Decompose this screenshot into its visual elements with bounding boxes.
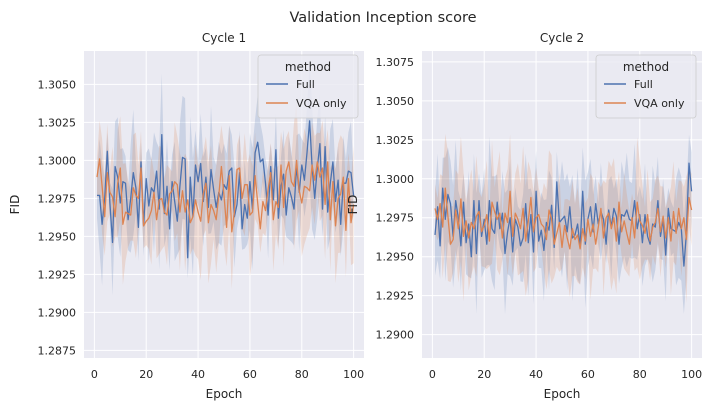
series-line-full (434, 162, 693, 267)
series-line-vqa-only (96, 158, 355, 233)
x-tick-label: 20 (477, 368, 491, 381)
y-tick-label: 1.2950 (38, 230, 77, 243)
y-tick-label: 1.2900 (376, 329, 415, 342)
x-tick-label: 60 (243, 368, 257, 381)
legend-entry-full: Full (634, 78, 653, 91)
series-line-full (97, 120, 355, 259)
confidence-band-full (435, 134, 692, 315)
x-tick-label: 80 (295, 368, 309, 381)
x-tick-label: 0 (429, 368, 436, 381)
y-tick-label: 1.2975 (376, 212, 415, 225)
x-tick-label: 100 (681, 368, 702, 381)
x-tick-label: 40 (191, 368, 205, 381)
y-tick-label: 1.2950 (376, 251, 415, 264)
panel-title: Cycle 2 (540, 31, 584, 45)
chart-panel-1: 0 20 40 60 80 100 1.2875 1.2900 1.2925 1.2950 1.29… (8, 31, 364, 401)
legend: method Full VQA only (595, 54, 697, 119)
x-tick-label: 0 (91, 368, 98, 381)
x-tick-label: 60 (581, 368, 595, 381)
y-axis-label: FID (8, 195, 22, 215)
confidence-band-full (97, 62, 354, 296)
legend-entry-vqa-only: VQA only (634, 97, 685, 110)
y-tick-label: 1.3025 (38, 116, 77, 129)
y-tick-label: 1.3000 (38, 154, 77, 167)
x-axis-label: Epoch (544, 387, 581, 401)
x-tick-label: 80 (633, 368, 647, 381)
y-tick-label: 1.3025 (376, 134, 415, 147)
y-tick-label: 1.3000 (376, 173, 415, 186)
y-tick-label: 1.2900 (38, 306, 77, 319)
y-tick-label: 1.3075 (376, 56, 415, 69)
legend: method Full VQA only (257, 54, 359, 119)
series-line-vqa-only (434, 187, 693, 250)
chart-panel-2: 0 20 40 60 80 100 1.2900 1.2925 1.2950 1.2975 1.30… (346, 31, 702, 401)
legend-title: method (285, 60, 331, 74)
legend-entry-full: Full (296, 78, 315, 91)
panel-title: Cycle 1 (202, 31, 246, 45)
y-tick-label: 1.2925 (376, 290, 415, 303)
y-tick-label: 1.2875 (38, 344, 77, 357)
y-axis-label: FID (346, 195, 360, 215)
y-tick-label: 1.2925 (38, 268, 77, 281)
x-tick-label: 40 (529, 368, 543, 381)
legend-title: method (623, 60, 669, 74)
figure-title: Validation Inception score (289, 10, 476, 26)
x-tick-label: 100 (343, 368, 364, 381)
legend-entry-vqa-only: VQA only (296, 97, 347, 110)
y-tick-label: 1.2975 (38, 192, 77, 205)
y-tick-label: 1.3050 (376, 95, 415, 108)
x-axis-label: Epoch (206, 387, 243, 401)
y-tick-label: 1.3050 (38, 78, 77, 91)
x-tick-label: 20 (139, 368, 153, 381)
